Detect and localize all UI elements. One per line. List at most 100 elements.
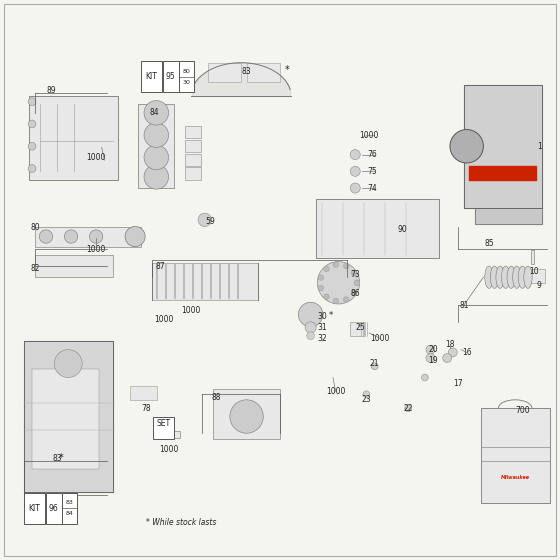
Bar	[35, 227, 141, 246]
Circle shape	[64, 230, 78, 243]
Circle shape	[318, 262, 360, 304]
Circle shape	[333, 298, 339, 304]
Circle shape	[90, 230, 103, 243]
Circle shape	[298, 302, 323, 327]
Bar	[316, 199, 439, 258]
Circle shape	[230, 400, 263, 433]
Text: 80: 80	[183, 68, 190, 73]
Circle shape	[405, 405, 412, 412]
Circle shape	[144, 145, 169, 170]
Text: 74: 74	[367, 184, 377, 193]
Bar	[469, 166, 536, 180]
Text: 9: 9	[536, 281, 542, 290]
Text: 1000: 1000	[154, 315, 173, 324]
Text: 82: 82	[30, 264, 40, 273]
Ellipse shape	[518, 266, 526, 288]
Ellipse shape	[512, 266, 521, 288]
Circle shape	[443, 353, 451, 362]
Circle shape	[307, 332, 315, 339]
Ellipse shape	[524, 266, 532, 288]
Text: 87: 87	[155, 262, 165, 270]
Bar	[185, 167, 201, 180]
Text: 31: 31	[317, 323, 326, 332]
Text: 96: 96	[49, 504, 59, 513]
Text: * While stock lasts: * While stock lasts	[146, 518, 217, 527]
Circle shape	[144, 123, 169, 147]
Text: 17: 17	[454, 379, 463, 388]
Circle shape	[333, 262, 339, 267]
Text: 1000: 1000	[159, 445, 178, 455]
Ellipse shape	[507, 266, 515, 288]
Circle shape	[324, 266, 329, 272]
Text: 16: 16	[462, 348, 472, 357]
Circle shape	[318, 285, 324, 291]
Text: 23: 23	[362, 395, 371, 404]
Text: 88: 88	[211, 393, 221, 402]
Circle shape	[354, 280, 360, 286]
Bar	[185, 153, 201, 166]
Text: *: *	[59, 453, 64, 463]
Text: 81: 81	[459, 301, 469, 310]
Circle shape	[343, 297, 349, 302]
Text: 84: 84	[150, 108, 160, 118]
Text: 1000: 1000	[326, 387, 346, 396]
Circle shape	[351, 270, 357, 276]
Text: 1000: 1000	[360, 130, 379, 139]
Text: 75: 75	[367, 167, 377, 176]
Circle shape	[28, 165, 36, 172]
Circle shape	[144, 101, 169, 125]
Text: 78: 78	[142, 404, 151, 413]
Circle shape	[198, 213, 212, 226]
Ellipse shape	[496, 266, 505, 288]
Text: *: *	[285, 66, 290, 76]
Text: 85: 85	[484, 239, 494, 248]
Text: 1000: 1000	[86, 153, 106, 162]
Text: 10: 10	[529, 267, 538, 276]
Bar	[129, 386, 157, 400]
Bar	[185, 139, 201, 152]
Text: 1: 1	[536, 142, 542, 151]
Bar	[179, 61, 194, 92]
Text: 1000: 1000	[371, 334, 390, 343]
Bar	[62, 493, 77, 524]
Polygon shape	[464, 85, 542, 208]
Bar	[24, 493, 45, 524]
Text: 90: 90	[398, 225, 408, 234]
Circle shape	[450, 129, 483, 163]
Circle shape	[422, 374, 428, 381]
Bar	[349, 322, 363, 336]
Bar	[480, 408, 550, 503]
Text: 1000: 1000	[181, 306, 200, 315]
Bar	[469, 166, 536, 180]
Bar	[163, 61, 179, 92]
Circle shape	[54, 349, 82, 377]
Bar	[208, 63, 241, 82]
Text: 25: 25	[356, 323, 366, 332]
Circle shape	[350, 150, 360, 160]
Ellipse shape	[485, 266, 493, 288]
Bar	[141, 61, 162, 92]
Text: Milwaukee: Milwaukee	[501, 475, 530, 480]
Text: 84: 84	[66, 511, 73, 516]
Circle shape	[28, 120, 36, 128]
Text: 59: 59	[206, 217, 215, 226]
Bar	[152, 263, 258, 300]
Bar	[246, 63, 280, 82]
Text: 30: 30	[317, 312, 326, 321]
Bar	[531, 269, 545, 283]
Circle shape	[39, 230, 53, 243]
Text: 20: 20	[428, 345, 438, 354]
Text: 83: 83	[66, 501, 73, 506]
Circle shape	[318, 275, 324, 281]
Text: KIT: KIT	[146, 72, 157, 81]
Circle shape	[144, 165, 169, 189]
Text: 95: 95	[166, 72, 176, 81]
Bar	[46, 493, 62, 524]
Text: 1000: 1000	[86, 245, 106, 254]
Bar	[185, 125, 201, 138]
Circle shape	[449, 348, 457, 357]
Bar	[162, 431, 180, 438]
Circle shape	[426, 353, 435, 362]
Bar	[32, 369, 99, 469]
Text: 73: 73	[351, 270, 360, 279]
